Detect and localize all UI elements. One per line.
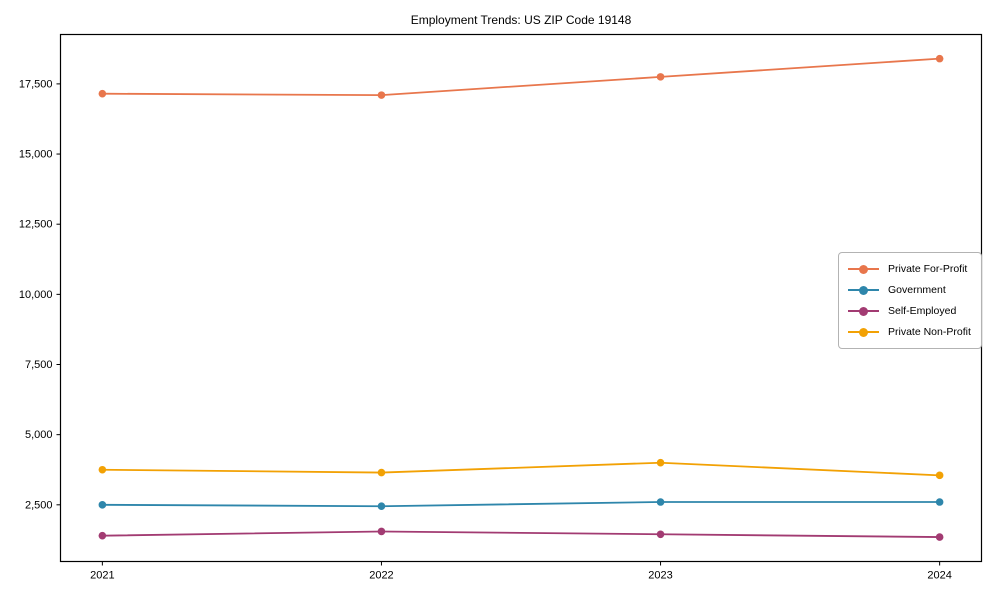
y-tick-label: 17,500 [19,78,53,90]
series-line-private-for-profit [101,57,941,97]
legend-label: Private Non-Profit [888,326,971,338]
legend-line-dot-icon [848,327,879,337]
legend-item-private-for-profit: Private For-Profit [848,261,971,277]
data-point-marker [656,73,665,81]
data-point-marker [98,501,107,509]
legend-label: Self-Employed [888,305,957,317]
data-point-marker [935,498,944,506]
series-line-government [101,501,941,508]
data-point-marker [656,498,665,506]
chart-legend: Private For-Profit Government Self-Employe… [838,252,982,349]
data-point-marker [377,502,386,511]
y-tick-label: 10,000 [19,289,53,301]
data-point-marker [377,527,386,536]
y-tick-label: 15,000 [19,149,53,161]
x-tick-label: 2021 [90,570,114,582]
legend-item-government: Government [848,282,971,298]
y-tick-label: 2,500 [25,499,53,511]
legend-label: Private For-Profit [888,263,968,275]
x-tick-label: 2023 [648,570,672,582]
data-point-marker [656,530,665,539]
chart-title: Employment Trends: US ZIP Code 19148 [410,13,632,27]
data-point-marker [377,468,386,477]
y-tick-label: 5,000 [25,429,53,441]
legend-line-dot-icon [848,306,879,316]
x-tick-label: 2024 [927,570,951,582]
data-point-marker [98,465,107,474]
data-point-marker [656,458,665,467]
x-tick-label: 2022 [369,570,393,582]
data-point-marker [935,533,944,541]
data-point-marker [935,471,944,480]
legend-line-dot-icon [848,285,879,295]
data-point-marker [98,89,107,98]
legend-label: Government [888,284,946,296]
series-line-self-employed [101,530,941,538]
data-point-marker [98,531,107,540]
legend-item-private-non-profit: Private Non-Profit [848,324,971,340]
data-point-marker [377,91,386,99]
legend-line-dot-icon [848,264,879,274]
legend-item-self-employed: Self-Employed [848,303,971,319]
y-tick-label: 12,500 [19,219,53,231]
y-tick-label: 7,500 [25,359,53,371]
data-point-marker [935,54,944,63]
series-line-private-non-profit [101,461,941,477]
